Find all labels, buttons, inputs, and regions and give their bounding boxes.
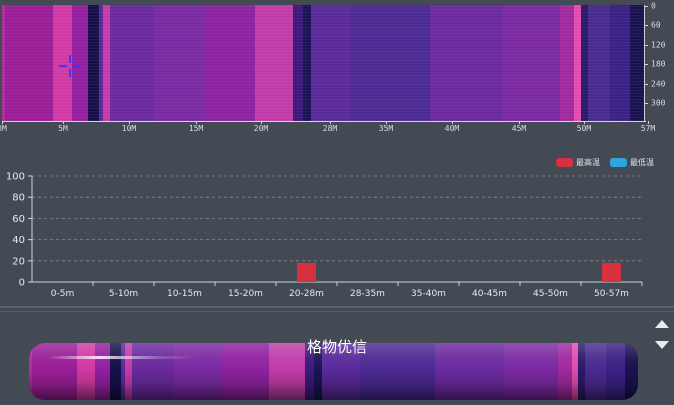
y-tick-label: 60 — [12, 214, 25, 225]
pipe-highlight — [47, 356, 197, 359]
heatmap-x-tick-label: 50M — [576, 124, 592, 133]
triangle-down-icon — [655, 341, 669, 349]
section-divider — [0, 306, 674, 308]
heatmap-band — [587, 5, 611, 121]
heatmap-x-tick-label: 35M — [378, 124, 394, 133]
y-tick-label: 80 — [12, 193, 25, 204]
x-tick-label: 15-20m — [228, 289, 263, 299]
heatmap-band — [110, 5, 155, 121]
heatmap-x-tick-label: 40M — [444, 124, 460, 133]
heatmap-x-tick-label: 15M — [188, 124, 204, 133]
thermal-heatmap-panel: 0M 5M 10M 15M 20M 28M 35M 40M 45M 50M 57M 0 60 120 18… — [0, 0, 674, 140]
heatmap-y-tick-label: 60 — [651, 20, 661, 30]
heatmap-x-tick-mark — [452, 121, 453, 124]
heatmap-y-tick-label: 300 — [651, 98, 666, 108]
heatmap-y-tick-mark — [645, 45, 648, 46]
heatmap-band — [503, 5, 561, 121]
scroll-up-button[interactable] — [654, 318, 670, 330]
heatmap-band — [103, 5, 111, 121]
heatmap-band — [430, 5, 504, 121]
pipe-caption: 格物优信 — [306, 338, 367, 356]
heatmap-band — [5, 5, 54, 121]
heatmap-x-tick-mark — [584, 121, 585, 124]
legend-label-max: 最高温 — [576, 158, 600, 167]
heatmap-y-tick-mark — [645, 64, 648, 65]
heatmap-band — [559, 5, 575, 121]
heatmap-x-tick-mark — [261, 121, 262, 124]
heatmap-band — [98, 5, 104, 121]
x-tick-label: 35-40m — [411, 289, 446, 299]
heatmap-y-axis — [644, 5, 645, 122]
heatmap-x-tick-label: 5M — [58, 124, 68, 133]
heatmap-x-tick-label: 57M — [640, 124, 656, 133]
legend-item-min[interactable]: 最低温 — [610, 157, 654, 168]
x-tick-label: 10-15m — [167, 289, 202, 299]
scroll-down-button[interactable] — [654, 339, 670, 351]
thermal-heatmap[interactable] — [2, 5, 644, 121]
y-tick-label: 100 — [6, 172, 25, 183]
heatmap-x-tick-mark — [330, 121, 331, 124]
heatmap-band — [255, 5, 294, 121]
heatmap-y-tick-mark — [645, 6, 648, 7]
crosshair-cursor-icon[interactable] — [59, 55, 81, 77]
heatmap-band — [630, 5, 644, 121]
temperature-bar-chart: 0 20 40 60 80 100 0-5m 5-10m 10-15m 15-20m 20-28m 2… — [6, 172, 643, 299]
heatmap-band — [204, 5, 257, 121]
heatmap-y-tick-mark — [645, 84, 648, 85]
legend-swatch-min — [610, 158, 627, 167]
heatmap-band — [310, 5, 352, 121]
heatmap-x-tick-label: 45M — [511, 124, 527, 133]
legend-label-min: 最低温 — [630, 158, 654, 167]
bar-max — [297, 262, 316, 282]
heatmap-band — [52, 5, 73, 121]
triangle-up-icon — [655, 320, 669, 328]
heatmap-band — [87, 5, 100, 121]
heatmap-band — [71, 5, 89, 121]
heatmap-x-tick-mark — [519, 121, 520, 124]
x-tick-label: 20-28m — [289, 289, 324, 299]
heatmap-x-tick-mark — [2, 121, 3, 124]
heatmap-y-tick-mark — [645, 25, 648, 26]
y-tick-label: 20 — [12, 256, 25, 267]
x-tick-label: 50-57m — [594, 289, 629, 299]
heatmap-y-tick-label: 240 — [651, 79, 666, 89]
heatmap-x-tick-mark — [196, 121, 197, 124]
pipe-shading — [29, 343, 638, 400]
legend-item-max[interactable]: 最高温 — [556, 157, 600, 168]
bar-max — [602, 262, 621, 282]
legend-swatch-max — [556, 158, 573, 167]
heatmap-x-tick-mark — [386, 121, 387, 124]
heatmap-band — [574, 5, 582, 121]
heatmap-y-tick-mark — [645, 103, 648, 104]
y-tick-label: 0 — [19, 278, 25, 289]
heatmap-band — [154, 5, 206, 121]
x-tick-label: 5-10m — [109, 289, 138, 299]
heatmap-x-axis — [2, 121, 646, 122]
heatmap-scanlines — [2, 5, 644, 121]
heatmap-x-tick-mark — [648, 121, 649, 124]
y-tick-label: 40 — [12, 235, 25, 246]
heatmap-band — [580, 5, 589, 121]
x-tick-label: 0-5m — [51, 289, 74, 299]
heatmap-x-tick-label: 0M — [0, 124, 7, 133]
x-tick-label: 28-35m — [350, 289, 385, 299]
pipe-3d-view[interactable] — [29, 343, 638, 400]
heatmap-x-tick-mark — [63, 121, 64, 124]
heatmap-x-tick-mark — [129, 121, 130, 124]
heatmap-band — [2, 5, 6, 121]
heatmap-x-tick-label: 28M — [322, 124, 338, 133]
heatmap-band — [351, 5, 431, 121]
heatmap-band — [302, 5, 312, 121]
x-tick-label: 45-50m — [533, 289, 568, 299]
section-divider-inner — [0, 311, 674, 312]
heatmap-x-tick-label: 10M — [121, 124, 137, 133]
chart-legend: 最高温 最低温 — [556, 157, 654, 168]
heatmap-band — [610, 5, 632, 121]
heatmap-y-tick-label: 0 — [651, 1, 656, 11]
heatmap-y-tick-label: 120 — [651, 40, 666, 50]
heatmap-x-tick-label: 20M — [253, 124, 269, 133]
heatmap-band — [292, 5, 304, 121]
x-tick-label: 40-45m — [472, 289, 507, 299]
heatmap-y-tick-label: 180 — [651, 59, 666, 69]
